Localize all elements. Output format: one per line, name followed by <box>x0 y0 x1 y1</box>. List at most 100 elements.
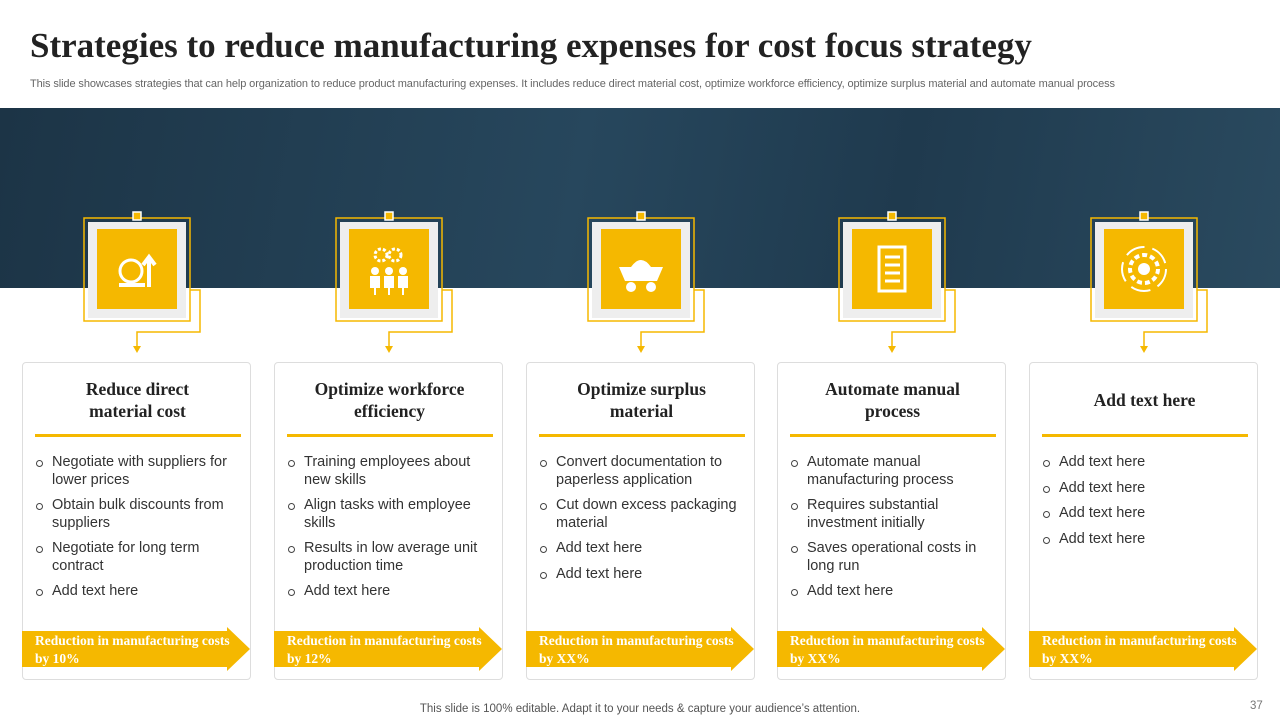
bullet-item: Training employees about new skills <box>288 454 489 489</box>
banner <box>22 627 250 671</box>
card-rule <box>287 434 493 437</box>
bullet-item: Add text here <box>288 583 489 601</box>
bullet-list: Automate manual manufacturing process Req… <box>791 454 992 609</box>
bullet-item: Negotiate for long term contract <box>36 540 237 575</box>
card-title: Add text here <box>1093 389 1196 410</box>
connector-arrow <box>637 346 645 353</box>
icon <box>370 247 408 295</box>
icon-box <box>97 229 177 309</box>
card: Optimize workforce efficiency Training em… <box>274 362 503 680</box>
icon-shape <box>373 247 389 263</box>
icon-shape <box>626 282 636 292</box>
icon-shape <box>646 282 656 292</box>
banner-shape <box>526 627 754 671</box>
bullet-item: Add text here <box>1043 480 1244 498</box>
card-rule <box>539 434 745 437</box>
connector-arrow <box>385 346 393 353</box>
card-rule <box>790 434 996 437</box>
icon-shape <box>631 260 651 267</box>
icon-layer <box>83 211 1208 353</box>
icon-shape <box>118 258 144 284</box>
banner-shape <box>22 627 250 671</box>
icon-shape <box>1121 246 1167 292</box>
icon-shape <box>619 267 663 281</box>
banner <box>1029 627 1257 671</box>
banner-shape <box>1029 627 1257 671</box>
icon <box>1121 246 1167 292</box>
icon <box>877 245 907 293</box>
bullet-item: Requires substantial investment initiall… <box>791 497 992 532</box>
connector-arrow <box>1140 346 1148 353</box>
connector-arrow <box>133 346 141 353</box>
bullet-item: Negotiate with suppliers for lower price… <box>36 454 237 489</box>
bullet-item: Obtain bulk discounts from suppliers <box>36 497 237 532</box>
icon-shape <box>119 283 145 287</box>
connector-arrow <box>888 346 896 353</box>
bullet-list: Negotiate with suppliers for lower price… <box>36 454 237 609</box>
slide-title: Strategies to reduce manufacturing expen… <box>30 26 1032 65</box>
card: Optimize surplus material Convert documen… <box>526 362 755 680</box>
bullet-item: Saves operational costs in long run <box>791 540 992 575</box>
page-number: 37 <box>1250 700 1263 712</box>
bullet-item: Add text here <box>1043 505 1244 523</box>
banner-shape <box>274 627 502 671</box>
icon-tab <box>132 211 142 221</box>
card-title: Reduce direct material cost <box>85 378 190 421</box>
banner <box>777 627 1005 671</box>
bullet-list: Add text here Add text here Add text here A… <box>1043 454 1244 556</box>
bullet-item: Align tasks with employee skills <box>288 497 489 532</box>
icon-tab <box>636 211 646 221</box>
bullet-item: Results in low average unit production t… <box>288 540 489 575</box>
card-rule <box>1042 434 1248 437</box>
banner-text: Reduction in manufacturing costs by XX% <box>790 633 985 666</box>
icon-shape <box>370 276 380 295</box>
icon <box>619 260 663 292</box>
bullet-list: Convert documentation to paperless appli… <box>540 454 741 591</box>
bullet-item: Add text here <box>1043 531 1244 549</box>
footer-note: This slide is 100% editable. Adapt it to… <box>419 703 861 715</box>
connector <box>388 289 453 346</box>
banner-text: Reduction in manufacturing costs by XX% <box>1042 633 1237 666</box>
bullet-item: Add text here <box>540 540 741 558</box>
slide-subtitle: This slide showcases strategies that can… <box>30 78 1115 90</box>
connector <box>891 289 956 346</box>
connector <box>1143 289 1208 346</box>
icon-tab <box>384 211 394 221</box>
icon-box <box>852 229 932 309</box>
icon-shape <box>1128 253 1160 285</box>
icon-shape <box>384 276 394 295</box>
bullet-item: Convert documentation to paperless appli… <box>540 454 741 489</box>
icon-shape <box>877 245 907 293</box>
icon-shape <box>1138 263 1150 275</box>
icon-shape <box>371 267 379 275</box>
bullet-item: Add text here <box>1043 454 1244 472</box>
bullet-item: Automate manual manufacturing process <box>791 454 992 489</box>
bullet-item: Add text here <box>540 566 741 584</box>
banner-text: Reduction in manufacturing costs by 12% <box>287 633 482 666</box>
icon-shape <box>399 267 407 275</box>
connector <box>640 289 705 346</box>
card-title: Optimize workforce efficiency <box>314 378 465 421</box>
icon-shape <box>385 267 393 275</box>
icon <box>118 253 157 287</box>
icon-shape <box>398 276 408 295</box>
card: Add text here Add text here Add text here A… <box>1029 362 1258 680</box>
icon-shape <box>141 253 157 287</box>
bullet-item: Add text here <box>36 583 237 601</box>
card-rule <box>35 434 241 437</box>
bullet-item: Cut down excess packaging material <box>540 497 741 532</box>
banner-text: Reduction in manufacturing costs by XX% <box>539 633 734 666</box>
connector <box>136 289 201 346</box>
banner-text: Reduction in manufacturing costs by 10% <box>35 633 230 666</box>
card-title: Automate manual process <box>825 378 960 421</box>
card: Automate manual process Automate manual m… <box>777 362 1006 680</box>
icon-shape <box>387 247 403 263</box>
card: Reduce direct material cost Negotiate wit… <box>22 362 251 680</box>
banner <box>274 627 502 671</box>
icon-tab <box>1139 211 1149 221</box>
icon-tab <box>887 211 897 221</box>
bullet-list: Training employees about new skills Align… <box>288 454 489 609</box>
card-title: Optimize surplus material <box>577 378 706 421</box>
banner <box>526 627 754 671</box>
